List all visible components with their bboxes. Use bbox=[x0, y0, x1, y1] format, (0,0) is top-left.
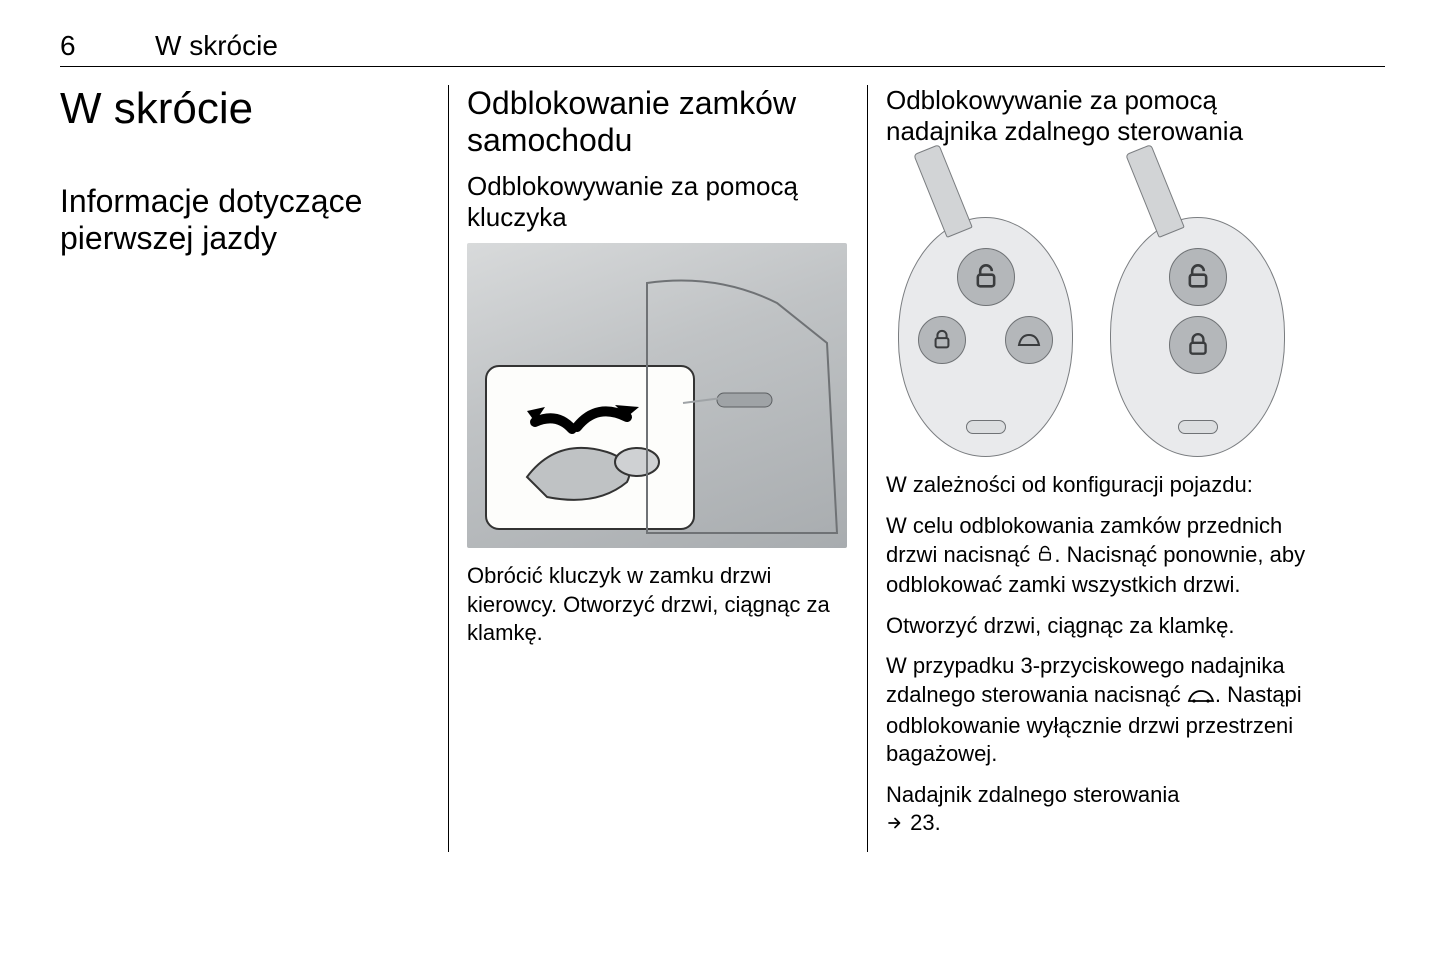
chapter-heading: W skrócie bbox=[60, 85, 430, 133]
running-header: 6 W skrócie bbox=[60, 30, 1385, 67]
unlock-icon bbox=[1036, 543, 1054, 572]
key-blade-icon bbox=[913, 144, 973, 238]
text-fragment: Nadajnik zdalnego sterowania bbox=[886, 782, 1180, 807]
keyfob-3button-icon bbox=[898, 217, 1073, 457]
unlock-button-icon bbox=[1169, 248, 1227, 306]
column-3: Odblokowywanie za pomocą nadajnika zdaln… bbox=[868, 85, 1328, 852]
section-heading-unlocking: Odblokowanie zamków samochodu bbox=[467, 85, 849, 159]
tailgate-icon bbox=[1187, 683, 1215, 712]
remote-keys-illustration bbox=[886, 157, 1306, 457]
column-1: W skrócie Informacje dotyczące pierwszej… bbox=[60, 85, 448, 852]
body-tailgate: W przypadku 3-przyciskowego nadajnika zd… bbox=[886, 652, 1328, 768]
keyfob-2button-icon bbox=[1110, 217, 1285, 457]
column-2: Odblokowanie zamków samochodu Odblokowyw… bbox=[448, 85, 868, 852]
running-head-title: W skrócie bbox=[155, 30, 278, 62]
body-config-note: W zależności od konfiguracji pojazdu: bbox=[886, 471, 1328, 500]
lock-button-icon bbox=[1169, 316, 1227, 374]
tailgate-button-icon bbox=[1005, 316, 1053, 364]
crossref-page: 23 bbox=[910, 810, 934, 835]
sub-heading-remote: Odblokowywanie za pomocą nadajnika zdaln… bbox=[886, 85, 1328, 147]
door-handle-illustration bbox=[467, 243, 847, 548]
body-crossref: Nadajnik zdalnego sterowania 23. bbox=[886, 781, 1328, 840]
led-window-icon bbox=[1178, 420, 1218, 434]
key-blade-icon bbox=[1125, 144, 1185, 238]
page-number: 6 bbox=[60, 30, 155, 62]
body-key-instruction: Obrócić kluczyk w zamku drzwi kierowcy. … bbox=[467, 562, 849, 648]
text-fragment: . bbox=[935, 810, 941, 835]
content-columns: W skrócie Informacje dotyczące pierwszej… bbox=[60, 85, 1385, 852]
illustration-remote-keys bbox=[886, 157, 1328, 457]
crossref-arrow-icon bbox=[886, 811, 904, 840]
sub-heading-key: Odblokowywanie za pomocą kluczyka bbox=[467, 171, 849, 233]
body-open-door: Otworzyć drzwi, ciągnąc za klamkę. bbox=[886, 612, 1328, 641]
led-window-icon bbox=[966, 420, 1006, 434]
section-heading-first-drive: Informacje dotyczące pierwszej jazdy bbox=[60, 183, 430, 257]
illustration-door-key bbox=[467, 243, 849, 548]
car-door-outline-icon bbox=[467, 243, 847, 548]
body-unlock-front: W celu odblokowania zamków przednich drz… bbox=[886, 512, 1328, 600]
lock-button-icon bbox=[918, 316, 966, 364]
unlock-button-icon bbox=[957, 248, 1015, 306]
